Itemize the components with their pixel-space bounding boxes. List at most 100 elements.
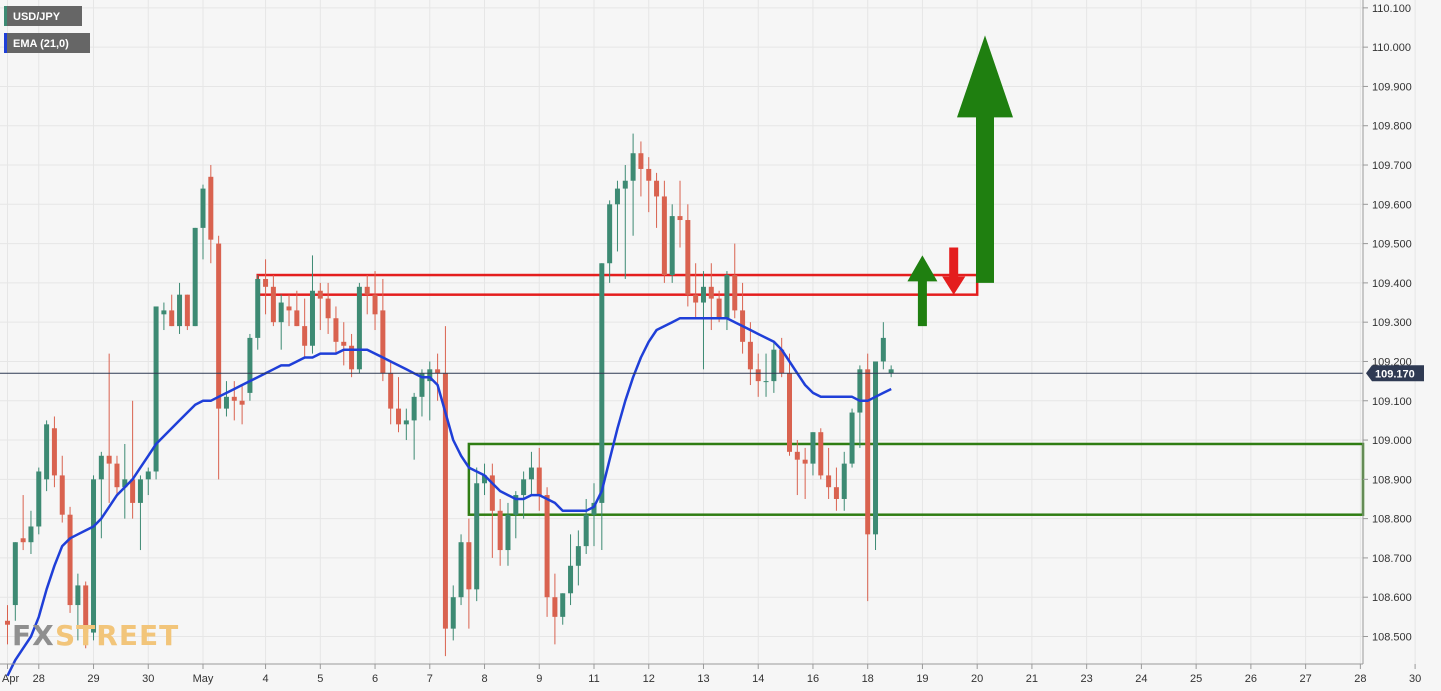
candle[interactable] xyxy=(5,605,10,645)
candle[interactable] xyxy=(380,278,386,382)
candle[interactable] xyxy=(755,353,761,397)
candle[interactable] xyxy=(622,165,628,279)
candle[interactable] xyxy=(638,141,644,197)
candle[interactable] xyxy=(528,451,534,496)
candle[interactable] xyxy=(552,573,558,645)
candle[interactable] xyxy=(161,302,167,331)
candle[interactable] xyxy=(865,353,871,602)
candle[interactable] xyxy=(505,502,511,566)
candle[interactable] xyxy=(349,333,355,378)
candle[interactable] xyxy=(880,322,886,370)
candle[interactable] xyxy=(208,165,214,264)
candle[interactable] xyxy=(388,361,394,425)
candle[interactable] xyxy=(106,353,112,503)
candle[interactable] xyxy=(669,204,675,283)
candle[interactable] xyxy=(67,506,73,613)
candle[interactable] xyxy=(192,227,198,327)
candle[interactable] xyxy=(779,337,785,378)
candle[interactable] xyxy=(677,180,683,248)
candle[interactable] xyxy=(114,455,120,496)
candle[interactable] xyxy=(145,467,151,496)
candle[interactable] xyxy=(372,271,378,331)
candle[interactable] xyxy=(794,440,800,496)
candle[interactable] xyxy=(427,361,433,421)
candle[interactable] xyxy=(216,235,222,480)
candle[interactable] xyxy=(169,294,175,327)
candle[interactable] xyxy=(661,180,667,283)
candle[interactable] xyxy=(278,294,284,350)
candle[interactable] xyxy=(818,428,824,480)
candle[interactable] xyxy=(787,353,792,456)
candle[interactable] xyxy=(309,255,315,354)
candle[interactable] xyxy=(239,385,245,425)
candle[interactable] xyxy=(51,416,57,488)
candle[interactable] xyxy=(810,432,816,476)
candle[interactable] xyxy=(536,447,542,511)
candle[interactable] xyxy=(560,593,566,625)
candle[interactable] xyxy=(184,294,190,331)
candle[interactable] xyxy=(763,353,769,397)
candle[interactable] xyxy=(325,282,331,334)
candle[interactable] xyxy=(411,392,417,460)
symbol-badge[interactable]: USD/JPY xyxy=(4,6,82,26)
candle[interactable] xyxy=(583,498,589,554)
candle[interactable] xyxy=(59,455,65,523)
candle[interactable] xyxy=(44,420,50,492)
candle[interactable] xyxy=(294,290,300,327)
candle[interactable] xyxy=(544,487,550,617)
candlesticks[interactable] xyxy=(5,133,894,657)
candle[interactable] xyxy=(568,534,574,606)
candle[interactable] xyxy=(435,353,441,401)
candle[interactable] xyxy=(91,475,97,641)
candle[interactable] xyxy=(857,365,863,448)
candle[interactable] xyxy=(873,361,879,551)
candle[interactable] xyxy=(200,184,206,260)
candle[interactable] xyxy=(75,573,81,641)
candle[interactable] xyxy=(575,530,581,586)
candle[interactable] xyxy=(130,400,136,519)
candle[interactable] xyxy=(137,475,143,551)
candle[interactable] xyxy=(263,259,269,315)
candle[interactable] xyxy=(849,408,855,468)
candle[interactable] xyxy=(98,451,104,539)
candle[interactable] xyxy=(28,510,34,554)
candle[interactable] xyxy=(83,581,89,649)
candle[interactable] xyxy=(122,443,128,519)
candle[interactable] xyxy=(693,263,699,319)
candle[interactable] xyxy=(685,204,691,307)
candle[interactable] xyxy=(724,271,730,331)
candle[interactable] xyxy=(356,282,362,374)
candle[interactable] xyxy=(317,282,323,331)
indicator-badge[interactable]: EMA (21,0) xyxy=(4,33,90,53)
candle[interactable] xyxy=(302,298,308,358)
candle[interactable] xyxy=(802,447,808,499)
candle[interactable] xyxy=(255,275,261,350)
candle[interactable] xyxy=(497,498,503,566)
candle[interactable] xyxy=(286,294,292,327)
candle[interactable] xyxy=(747,322,753,386)
candle[interactable] xyxy=(36,467,42,535)
candle[interactable] xyxy=(614,180,620,252)
candle[interactable] xyxy=(20,495,26,551)
candle[interactable] xyxy=(841,451,847,511)
candle[interactable] xyxy=(833,467,839,511)
candle[interactable] xyxy=(270,275,276,327)
candle[interactable] xyxy=(732,243,738,319)
candle[interactable] xyxy=(396,377,401,433)
candle[interactable] xyxy=(607,200,613,283)
candle[interactable] xyxy=(826,447,832,499)
candle[interactable] xyxy=(599,263,605,551)
candle[interactable] xyxy=(521,471,527,519)
candle[interactable] xyxy=(474,467,480,602)
candle[interactable] xyxy=(771,341,777,393)
candle[interactable] xyxy=(364,275,370,315)
candle[interactable] xyxy=(646,157,652,213)
candle[interactable] xyxy=(466,518,472,629)
candle[interactable] xyxy=(223,381,229,417)
candle[interactable] xyxy=(333,306,339,354)
candle[interactable] xyxy=(630,133,636,236)
candle[interactable] xyxy=(489,463,495,558)
candle[interactable] xyxy=(153,306,159,480)
candle[interactable] xyxy=(442,326,448,657)
